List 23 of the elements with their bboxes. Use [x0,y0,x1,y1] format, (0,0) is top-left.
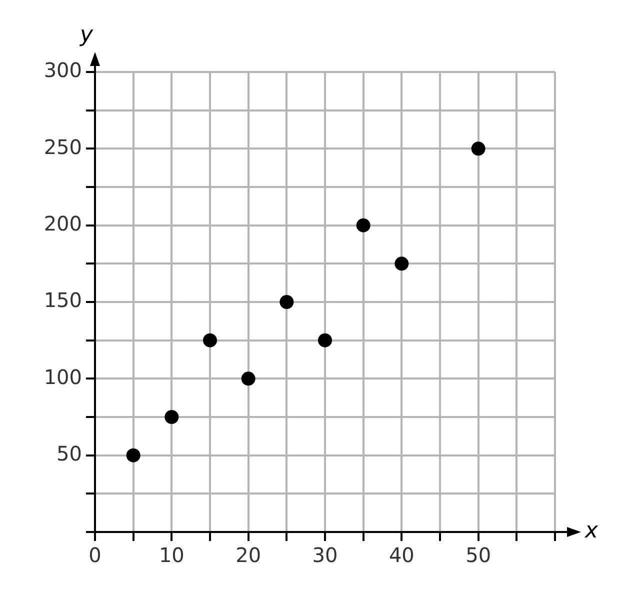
point [241,372,256,386]
x-tick-label: 10 [158,543,184,568]
y-tick-label: 200 [44,212,82,236]
y-tick-label: 250 [44,134,82,159]
x-tick-label: 50 [466,543,492,568]
x-axis-title: x [584,518,599,544]
point [203,333,217,348]
x-tick-label: 30 [312,543,338,568]
y-tick-label: 300 [44,58,82,82]
y-axis-title: y [78,22,94,48]
point [471,142,486,156]
point [164,410,179,424]
x-tick-label: 20 [236,543,262,568]
x-tick-label: 0 [88,543,102,568]
y-tick-label: 150 [44,288,82,312]
y-tick-label: 100 [44,364,82,389]
point [356,218,370,232]
x-tick-label: 40 [388,543,414,568]
point [126,448,140,462]
point [318,333,332,348]
point [280,295,294,309]
point [394,256,409,271]
y-tick-label: 50 [56,442,82,466]
